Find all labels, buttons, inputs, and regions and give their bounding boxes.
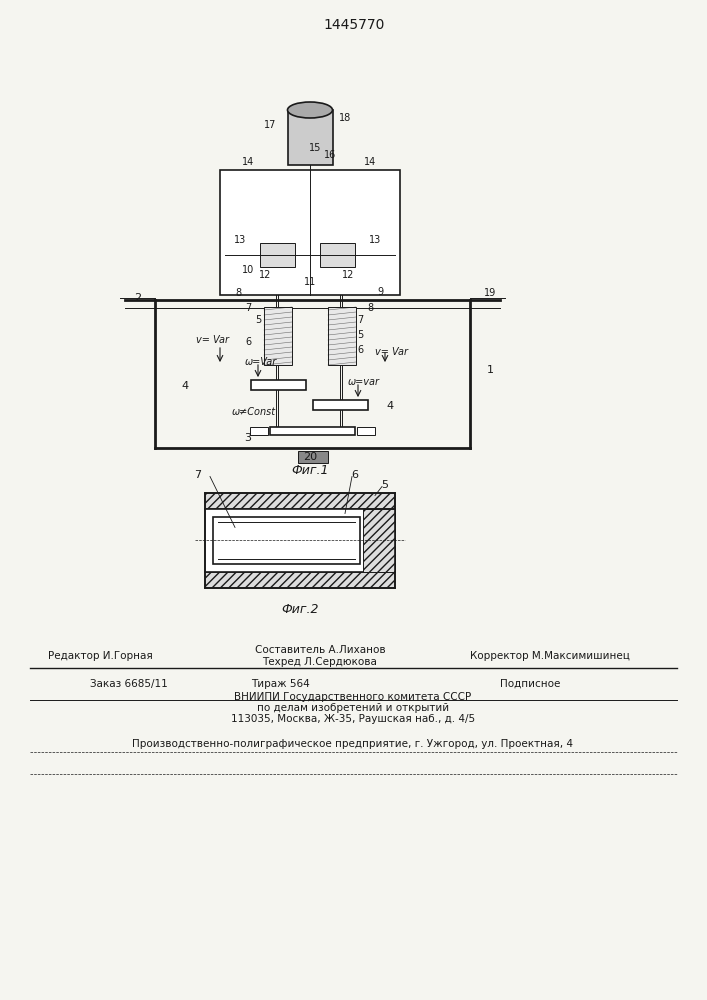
Bar: [312, 400, 368, 410]
Text: Подписное: Подписное: [500, 679, 560, 689]
Text: 8: 8: [235, 288, 241, 298]
Text: 4: 4: [387, 401, 394, 411]
Bar: [250, 427, 268, 435]
Text: 9: 9: [377, 287, 383, 297]
Text: Фиг.1: Фиг.1: [291, 464, 329, 477]
Text: 3: 3: [245, 433, 252, 443]
Text: 12: 12: [259, 270, 271, 280]
Bar: [288, 110, 333, 165]
Text: ω≠Const: ω≠Const: [232, 407, 276, 417]
Bar: [213, 516, 360, 564]
Text: 12: 12: [341, 270, 354, 280]
Text: ω=Var: ω=Var: [245, 357, 277, 367]
Text: 14: 14: [242, 157, 254, 167]
Bar: [205, 508, 395, 572]
Text: 15: 15: [309, 143, 321, 153]
Text: 19: 19: [484, 288, 496, 298]
Bar: [270, 427, 355, 435]
Text: 5: 5: [255, 315, 261, 325]
Bar: [363, 508, 395, 572]
Text: 4: 4: [182, 381, 189, 391]
Text: Составитель А.Лиханов: Составитель А.Лиханов: [255, 645, 385, 655]
Text: Производственно-полиграфическое предприятие, г. Ужгород, ул. Проектная, 4: Производственно-полиграфическое предприя…: [132, 739, 573, 749]
Text: по делам изобретений и открытий: по делам изобретений и открытий: [257, 703, 449, 713]
Text: 17: 17: [264, 120, 276, 130]
Bar: [320, 243, 355, 267]
Text: 1445770: 1445770: [323, 18, 385, 32]
Text: 2: 2: [134, 293, 141, 303]
Text: Редактор И.Горная: Редактор И.Горная: [47, 651, 153, 661]
Text: 7: 7: [245, 303, 251, 313]
Bar: [260, 243, 295, 267]
Text: ВНИИПИ Государственного комитета СССР: ВНИИПИ Государственного комитета СССР: [235, 692, 472, 702]
Text: Фиг.2: Фиг.2: [281, 603, 319, 616]
Bar: [298, 451, 327, 463]
Bar: [328, 307, 356, 365]
Bar: [264, 307, 292, 365]
Text: 13: 13: [234, 235, 246, 245]
Text: 113035, Москва, Ж-35, Раушская наб., д. 4/5: 113035, Москва, Ж-35, Раушская наб., д. …: [231, 714, 475, 724]
Text: Техред Л.Сердюкова: Техред Л.Сердюкова: [262, 657, 378, 667]
Text: 5: 5: [357, 330, 363, 340]
Text: ω=var: ω=var: [348, 377, 380, 387]
Text: 5: 5: [382, 480, 389, 489]
Text: Корректор М.Максимишинец: Корректор М.Максимишинец: [470, 651, 630, 661]
Bar: [357, 427, 375, 435]
Text: v= Var: v= Var: [196, 335, 229, 345]
Text: 13: 13: [369, 235, 381, 245]
Text: 18: 18: [339, 113, 351, 123]
Text: 11: 11: [304, 277, 316, 287]
Text: 16: 16: [324, 150, 336, 160]
Text: 20: 20: [303, 452, 317, 462]
Text: 1: 1: [486, 365, 493, 375]
Ellipse shape: [288, 102, 332, 118]
Bar: [205, 572, 395, 587]
Text: Заказ 6685/11: Заказ 6685/11: [90, 679, 168, 689]
Text: 10: 10: [242, 265, 254, 275]
Text: v= Var: v= Var: [375, 347, 408, 357]
Text: 14: 14: [364, 157, 376, 167]
Bar: [205, 492, 395, 508]
Bar: [220, 170, 400, 295]
Text: Тираж 564: Тираж 564: [250, 679, 310, 689]
Text: 7: 7: [357, 315, 363, 325]
Text: 6: 6: [245, 337, 251, 347]
Text: 8: 8: [367, 303, 373, 313]
Text: 6: 6: [351, 470, 358, 480]
Text: 6: 6: [357, 345, 363, 355]
Bar: [250, 380, 305, 390]
Text: 7: 7: [194, 470, 201, 480]
